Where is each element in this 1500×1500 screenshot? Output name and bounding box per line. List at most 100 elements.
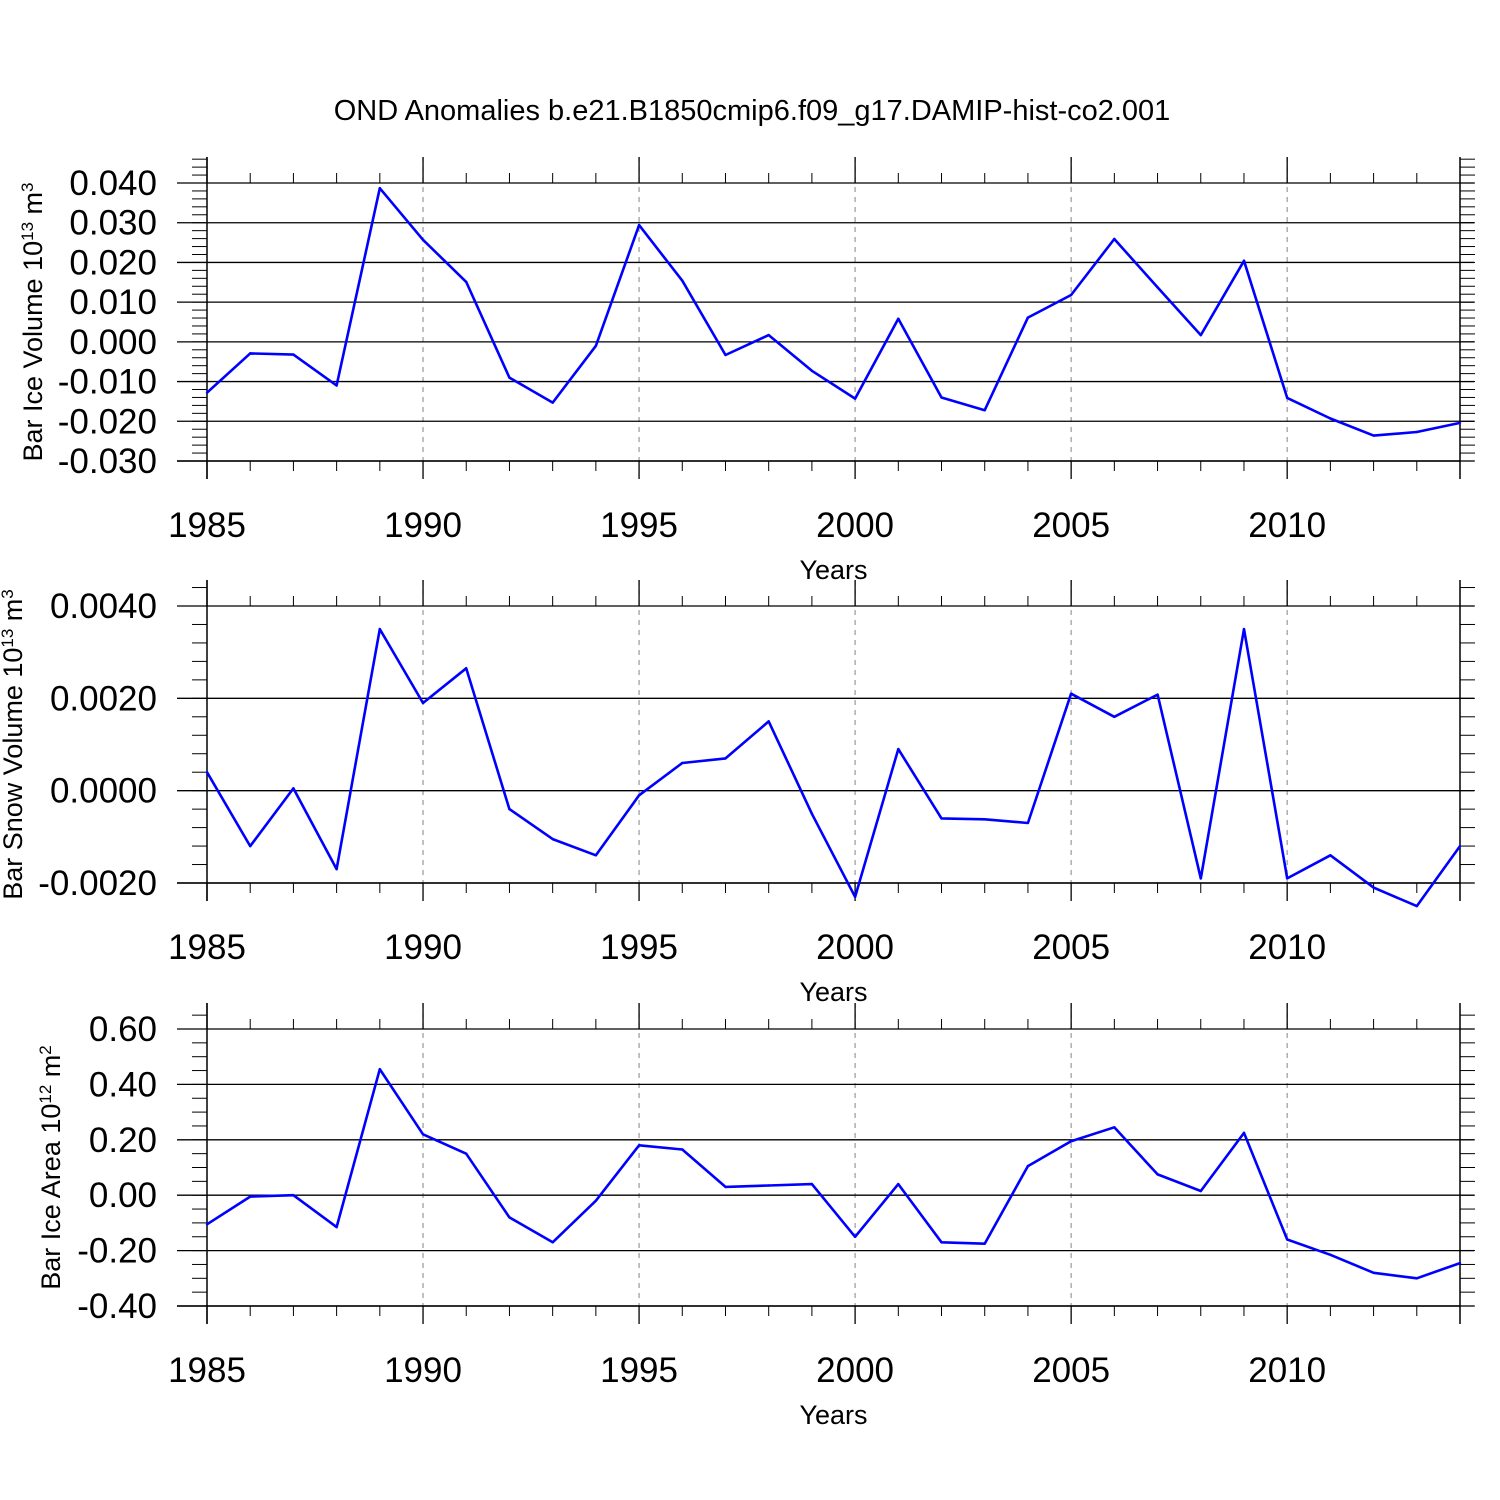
data-point (1156, 693, 1159, 696)
data-point (767, 720, 770, 723)
x-tick-label: 1990 (384, 1351, 462, 1390)
x-tick-label: 1995 (600, 928, 678, 967)
data-point (292, 353, 295, 356)
data-point (940, 817, 943, 820)
data-point (724, 1185, 727, 1189)
data-point (1329, 417, 1332, 420)
data-point (1113, 1126, 1116, 1129)
y-axis-label: Bar Snow Volume 1013 m3 (0, 589, 28, 900)
x-tick-label: 1985 (168, 506, 246, 545)
x-axis-label: Years (799, 977, 867, 1007)
data-point (421, 1133, 425, 1136)
data-point (508, 1216, 511, 1219)
y-axis-label-text: m (0, 599, 28, 629)
x-axis-label: Years (799, 555, 867, 585)
data-point (1242, 1131, 1246, 1135)
data-point (292, 1194, 295, 1197)
data-point (594, 1199, 598, 1202)
y-tick-label: 0.00 (89, 1176, 157, 1215)
y-tick-label: 0.0020 (50, 679, 157, 718)
y-axis-label: Bar Ice Volume 1013 m3 (18, 182, 49, 461)
y-axis-label-text: Bar Ice Area 10 (36, 1104, 66, 1290)
data-point (681, 279, 684, 282)
data-point (853, 895, 857, 899)
x-axis-label: Years (799, 1400, 867, 1430)
data-point (378, 627, 382, 631)
y-axis-label-text: m (18, 192, 48, 222)
data-point (551, 1241, 554, 1244)
data-point (767, 1184, 770, 1187)
data-point (1199, 1189, 1202, 1193)
data-point (1329, 854, 1332, 857)
data-point (421, 238, 425, 241)
data-point (1069, 692, 1073, 695)
data-point (897, 747, 900, 751)
data-point (983, 818, 986, 821)
data-point (1285, 1238, 1289, 1241)
x-tick-label: 2000 (816, 928, 894, 967)
y-tick-label: 0.010 (69, 283, 157, 322)
data-point (810, 369, 814, 373)
data-point (551, 401, 554, 404)
x-tick-label: 2005 (1032, 1351, 1110, 1390)
y-tick-label: -0.0020 (38, 864, 157, 903)
x-tick-label: 1995 (600, 506, 678, 545)
data-series-line (206, 1067, 1461, 1280)
data-point (378, 186, 382, 190)
data-point (551, 837, 554, 841)
data-point (983, 408, 986, 412)
x-tick-label: 2000 (816, 1351, 894, 1390)
x-tick-label: 2000 (816, 506, 894, 545)
data-point (940, 1241, 943, 1244)
data-point (940, 396, 943, 399)
data-point (681, 1148, 684, 1151)
y-tick-label: -0.030 (58, 442, 157, 481)
data-point (1113, 715, 1116, 718)
data-point (1199, 333, 1202, 337)
data-point (1156, 286, 1159, 289)
x-tick-label: 1990 (384, 928, 462, 967)
y-axis-label: Bar Ice Area 1012 m2 (36, 1045, 67, 1290)
y-tick-label: -0.20 (77, 1232, 157, 1271)
data-point (1372, 434, 1375, 437)
data-point (810, 1182, 814, 1186)
figure-title: OND Anomalies b.e21.B1850cmip6.f09_g17.D… (334, 95, 1171, 127)
x-tick-label: 2010 (1248, 928, 1326, 967)
x-tick-label: 2005 (1032, 506, 1110, 545)
y-tick-label: 0.20 (89, 1121, 157, 1160)
y-tick-label: 0.0040 (50, 587, 157, 626)
data-point (465, 667, 468, 670)
data-point (465, 1152, 468, 1155)
chart-panel-1: -0.030-0.020-0.0100.0000.0100.0200.0300.… (18, 157, 1475, 585)
y-axis-label-text: Bar Ice Volume 10 (18, 241, 48, 462)
data-point (249, 1195, 252, 1198)
data-point (205, 771, 209, 774)
data-point (1026, 1164, 1030, 1168)
data-point (1415, 430, 1418, 434)
data-point (637, 794, 641, 797)
data-point (1242, 627, 1246, 631)
y-tick-label: -0.010 (58, 363, 157, 402)
data-point (1415, 904, 1418, 908)
x-tick-label: 1985 (168, 1351, 246, 1390)
y-axis-label-superscript: 3 (0, 589, 17, 598)
data-point (1199, 877, 1202, 880)
data-point (853, 397, 857, 400)
data-point (1285, 877, 1289, 880)
chart-panel-2: -0.0020 0.0000 0.0020 0.0040 1985 1990 1995 200… (0, 580, 1475, 1007)
y-tick-label: 0.020 (69, 243, 157, 282)
y-axis-label-superscript: 13 (18, 222, 37, 241)
data-point (249, 844, 252, 848)
data-point (508, 807, 511, 811)
data-point (637, 223, 641, 227)
data-point (205, 391, 209, 394)
data-series-line (206, 186, 1461, 437)
data-series-line (205, 627, 1462, 908)
data-point (335, 1225, 338, 1229)
x-tick-label: 1995 (600, 1351, 678, 1390)
data-point (1458, 844, 1462, 848)
y-axis-label-superscript: 3 (18, 182, 37, 191)
data-point (1458, 1261, 1462, 1265)
data-point (1026, 821, 1030, 825)
